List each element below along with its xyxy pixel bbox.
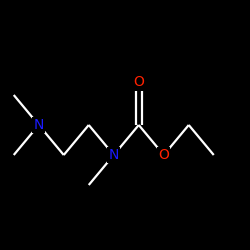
Text: O: O	[158, 148, 169, 162]
Text: O: O	[133, 76, 144, 90]
Text: N: N	[34, 118, 44, 132]
Text: N: N	[108, 148, 119, 162]
